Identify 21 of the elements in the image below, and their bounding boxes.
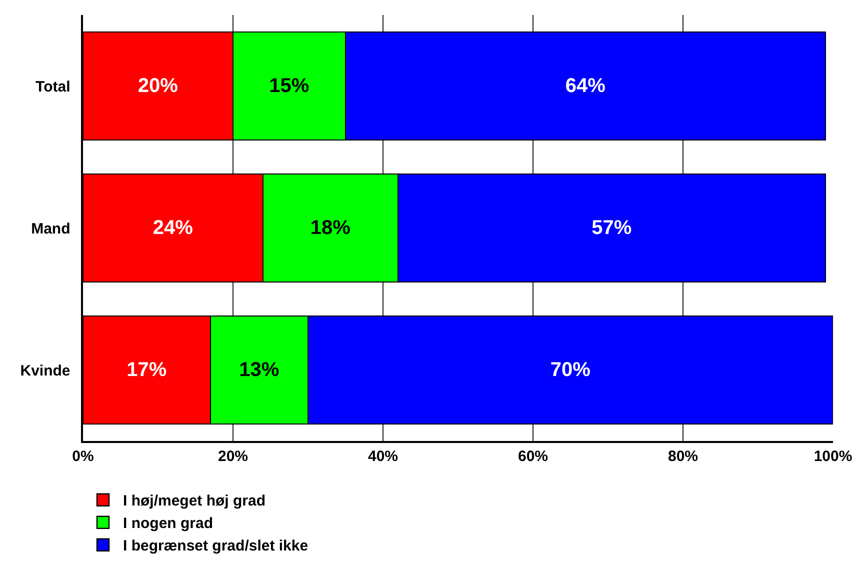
x-tick-label: 20% xyxy=(218,448,248,465)
data-label: 64% xyxy=(565,75,606,97)
y-tick-label: Total xyxy=(36,78,70,96)
legend-label: I høj/meget høj grad xyxy=(123,492,266,510)
legend-label: I nogen grad xyxy=(123,515,213,532)
x-tick-label: 0% xyxy=(72,448,94,465)
x-tick-label: 60% xyxy=(518,448,548,465)
data-label: 15% xyxy=(269,75,310,97)
data-label: 57% xyxy=(592,217,632,239)
x-tick-label: 40% xyxy=(368,448,398,465)
data-label: 20% xyxy=(138,75,178,97)
data-label: 18% xyxy=(310,217,351,239)
data-label: 70% xyxy=(550,359,591,381)
x-tick-label: 100% xyxy=(814,448,852,465)
data-label: 13% xyxy=(239,359,280,381)
legend-label: I begrænset grad/slet ikke xyxy=(123,538,308,555)
x-tick-label: 80% xyxy=(668,448,698,465)
data-label: 24% xyxy=(152,217,194,239)
y-tick-label: Mand xyxy=(31,220,70,238)
data-label: 17% xyxy=(126,359,167,381)
y-tick-label: Kvinde xyxy=(20,362,70,380)
